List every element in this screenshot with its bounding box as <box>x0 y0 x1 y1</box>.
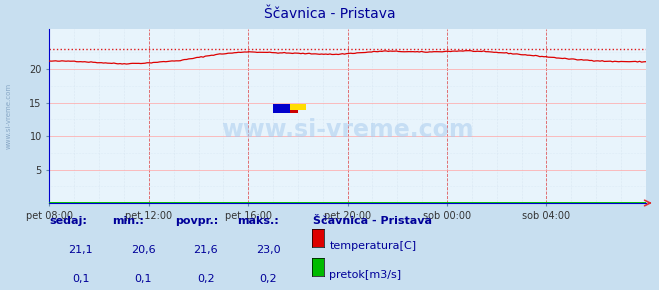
Text: 0,2: 0,2 <box>260 274 277 284</box>
Bar <box>290 110 298 113</box>
Text: temperatura[C]: temperatura[C] <box>330 241 416 251</box>
Text: Ščavnica - Pristava: Ščavnica - Pristava <box>264 7 395 21</box>
Text: 20,6: 20,6 <box>131 245 156 255</box>
Text: pretok[m3/s]: pretok[m3/s] <box>330 270 401 280</box>
Bar <box>273 104 290 113</box>
Text: Ščavnica - Pristava: Ščavnica - Pristava <box>313 216 432 226</box>
Text: 23,0: 23,0 <box>256 245 281 255</box>
Text: 0,1: 0,1 <box>134 274 152 284</box>
Text: www.si-vreme.com: www.si-vreme.com <box>221 118 474 142</box>
Text: www.si-vreme.com: www.si-vreme.com <box>5 83 11 149</box>
Text: 0,2: 0,2 <box>197 274 215 284</box>
Bar <box>290 104 306 110</box>
Text: 21,6: 21,6 <box>194 245 218 255</box>
Text: min.:: min.: <box>112 216 144 226</box>
Text: 0,1: 0,1 <box>72 274 90 284</box>
Text: povpr.:: povpr.: <box>175 216 218 226</box>
Text: sedaj:: sedaj: <box>49 216 87 226</box>
Text: 21,1: 21,1 <box>69 245 93 255</box>
Text: maks.:: maks.: <box>237 216 279 226</box>
